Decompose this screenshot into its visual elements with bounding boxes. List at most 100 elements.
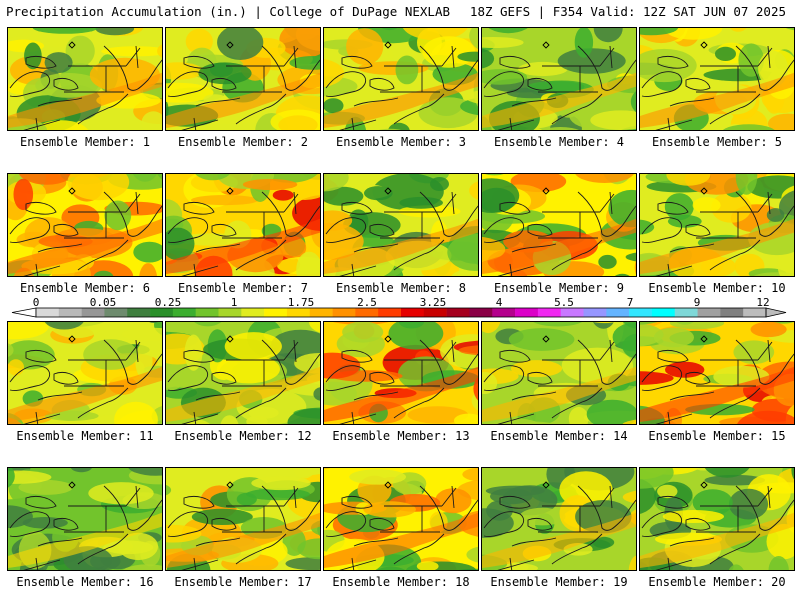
- precip-field: [482, 28, 636, 130]
- station-marker-icon: [384, 335, 392, 343]
- colorbar-swatch: [150, 308, 174, 317]
- precip-field: [324, 468, 478, 570]
- precip-field: [640, 322, 794, 424]
- ensemble-member-map: [165, 321, 321, 425]
- colorbar-swatch: [195, 308, 219, 317]
- ensemble-member-map: [165, 467, 321, 571]
- ensemble-member-map: [639, 321, 795, 425]
- run-info: 18Z GEFS | F354 Valid: 12Z SAT JUN 07 20…: [469, 4, 786, 19]
- colorbar-swatch: [104, 308, 128, 317]
- colorbar-swatch: [492, 308, 516, 317]
- ensemble-member-map: [7, 321, 163, 425]
- station-marker-icon: [226, 187, 234, 195]
- colorbar-swatch: [423, 308, 447, 317]
- colorbar-tick-label: 0.05: [90, 296, 117, 309]
- station-marker-icon: [700, 335, 708, 343]
- precip-field: [166, 322, 320, 424]
- colorbar-tick-label: 4: [496, 296, 503, 309]
- ensemble-member-map: [639, 27, 795, 131]
- station-marker-icon: [68, 187, 76, 195]
- ensemble-member-label: Ensemble Member: 8: [335, 281, 467, 295]
- colorbar-swatch: [36, 308, 60, 317]
- ensemble-member-label: Ensemble Member: 10: [648, 281, 786, 295]
- precip-field: [8, 322, 162, 424]
- colorbar-tick-label: 0: [33, 296, 40, 309]
- station-marker-icon: [384, 481, 392, 489]
- station-marker-icon: [226, 335, 234, 343]
- chart-title: Precipitation Accumulation (in.) | Colle…: [6, 4, 451, 19]
- precip-field: [640, 468, 794, 570]
- station-marker-icon: [68, 41, 76, 49]
- colorbar-min-arrow: [11, 307, 37, 318]
- colorbar-swatch: [127, 308, 151, 317]
- station-marker-icon: [384, 41, 392, 49]
- colorbar-tick-label: 12: [756, 296, 769, 309]
- ensemble-member-label: Ensemble Member: 15: [648, 429, 786, 443]
- ensemble-member-label: Ensemble Member: 11: [16, 429, 154, 443]
- precip-field: [8, 468, 162, 570]
- colorbar-swatch: [172, 308, 196, 317]
- colorbar-max-arrow: [765, 307, 787, 318]
- ensemble-member-label: Ensemble Member: 14: [490, 429, 628, 443]
- ensemble-member-map: [639, 173, 795, 277]
- ensemble-member-map: [323, 173, 479, 277]
- precip-field: [8, 174, 162, 276]
- precip-field: [8, 28, 162, 130]
- ensemble-member-label: Ensemble Member: 4: [493, 135, 625, 149]
- precip-field: [324, 174, 478, 276]
- station-marker-icon: [542, 41, 550, 49]
- colorbar-swatch: [378, 308, 402, 317]
- station-marker-icon: [542, 335, 550, 343]
- station-marker-icon: [542, 481, 550, 489]
- ensemble-member-label: Ensemble Member: 18: [332, 575, 470, 589]
- ensemble-member-map: [481, 467, 637, 571]
- colorbar-swatch: [629, 308, 653, 317]
- precip-field: [166, 468, 320, 570]
- colorbar-tick-label: 3.25: [420, 296, 447, 309]
- colorbar-swatch: [743, 308, 767, 317]
- colorbar-swatch: [720, 308, 744, 317]
- ensemble-member-map: [481, 173, 637, 277]
- ensemble-member-label: Ensemble Member: 17: [174, 575, 312, 589]
- colorbar-swatch: [332, 308, 356, 317]
- colorbar-swatch: [241, 308, 265, 317]
- ensemble-member-map: [639, 467, 795, 571]
- colorbar-tick-label: 0.25: [155, 296, 182, 309]
- precip-field: [166, 174, 320, 276]
- colorbar-swatch: [583, 308, 607, 317]
- ensemble-member-label: Ensemble Member: 2: [177, 135, 309, 149]
- colorbar-tick-label: 9: [694, 296, 701, 309]
- station-marker-icon: [700, 41, 708, 49]
- station-marker-icon: [542, 187, 550, 195]
- colorbar-tick-label: 7: [627, 296, 634, 309]
- colorbar-swatch: [355, 308, 379, 317]
- precip-field: [640, 28, 794, 130]
- ensemble-member-map: [7, 173, 163, 277]
- colorbar-swatch: [469, 308, 493, 317]
- ensemble-member-label: Ensemble Member: 7: [177, 281, 309, 295]
- ensemble-member-map: [165, 173, 321, 277]
- colorbar-tick-label: 1.75: [288, 296, 315, 309]
- station-marker-icon: [700, 187, 708, 195]
- colorbar-tick-label: 2.5: [357, 296, 377, 309]
- precip-field: [324, 28, 478, 130]
- colorbar-swatch: [286, 308, 311, 317]
- ensemble-member-label: Ensemble Member: 6: [19, 281, 151, 295]
- precip-field: [482, 174, 636, 276]
- colorbar-swatch: [81, 308, 105, 317]
- ensemble-member-map: [165, 27, 321, 131]
- precip-field: [324, 322, 478, 424]
- ensemble-member-label: Ensemble Member: 16: [16, 575, 154, 589]
- colorbar-swatch: [264, 308, 288, 317]
- colorbar-swatch: [218, 308, 242, 317]
- station-marker-icon: [384, 187, 392, 195]
- colorbar-swatch: [537, 308, 561, 317]
- ensemble-member-map: [7, 27, 163, 131]
- ensemble-member-map: [481, 27, 637, 131]
- ensemble-member-map: [323, 321, 479, 425]
- colorbar-swatch: [651, 308, 676, 317]
- precip-field: [166, 28, 320, 130]
- ensemble-member-map: [323, 27, 479, 131]
- station-marker-icon: [700, 481, 708, 489]
- station-marker-icon: [226, 41, 234, 49]
